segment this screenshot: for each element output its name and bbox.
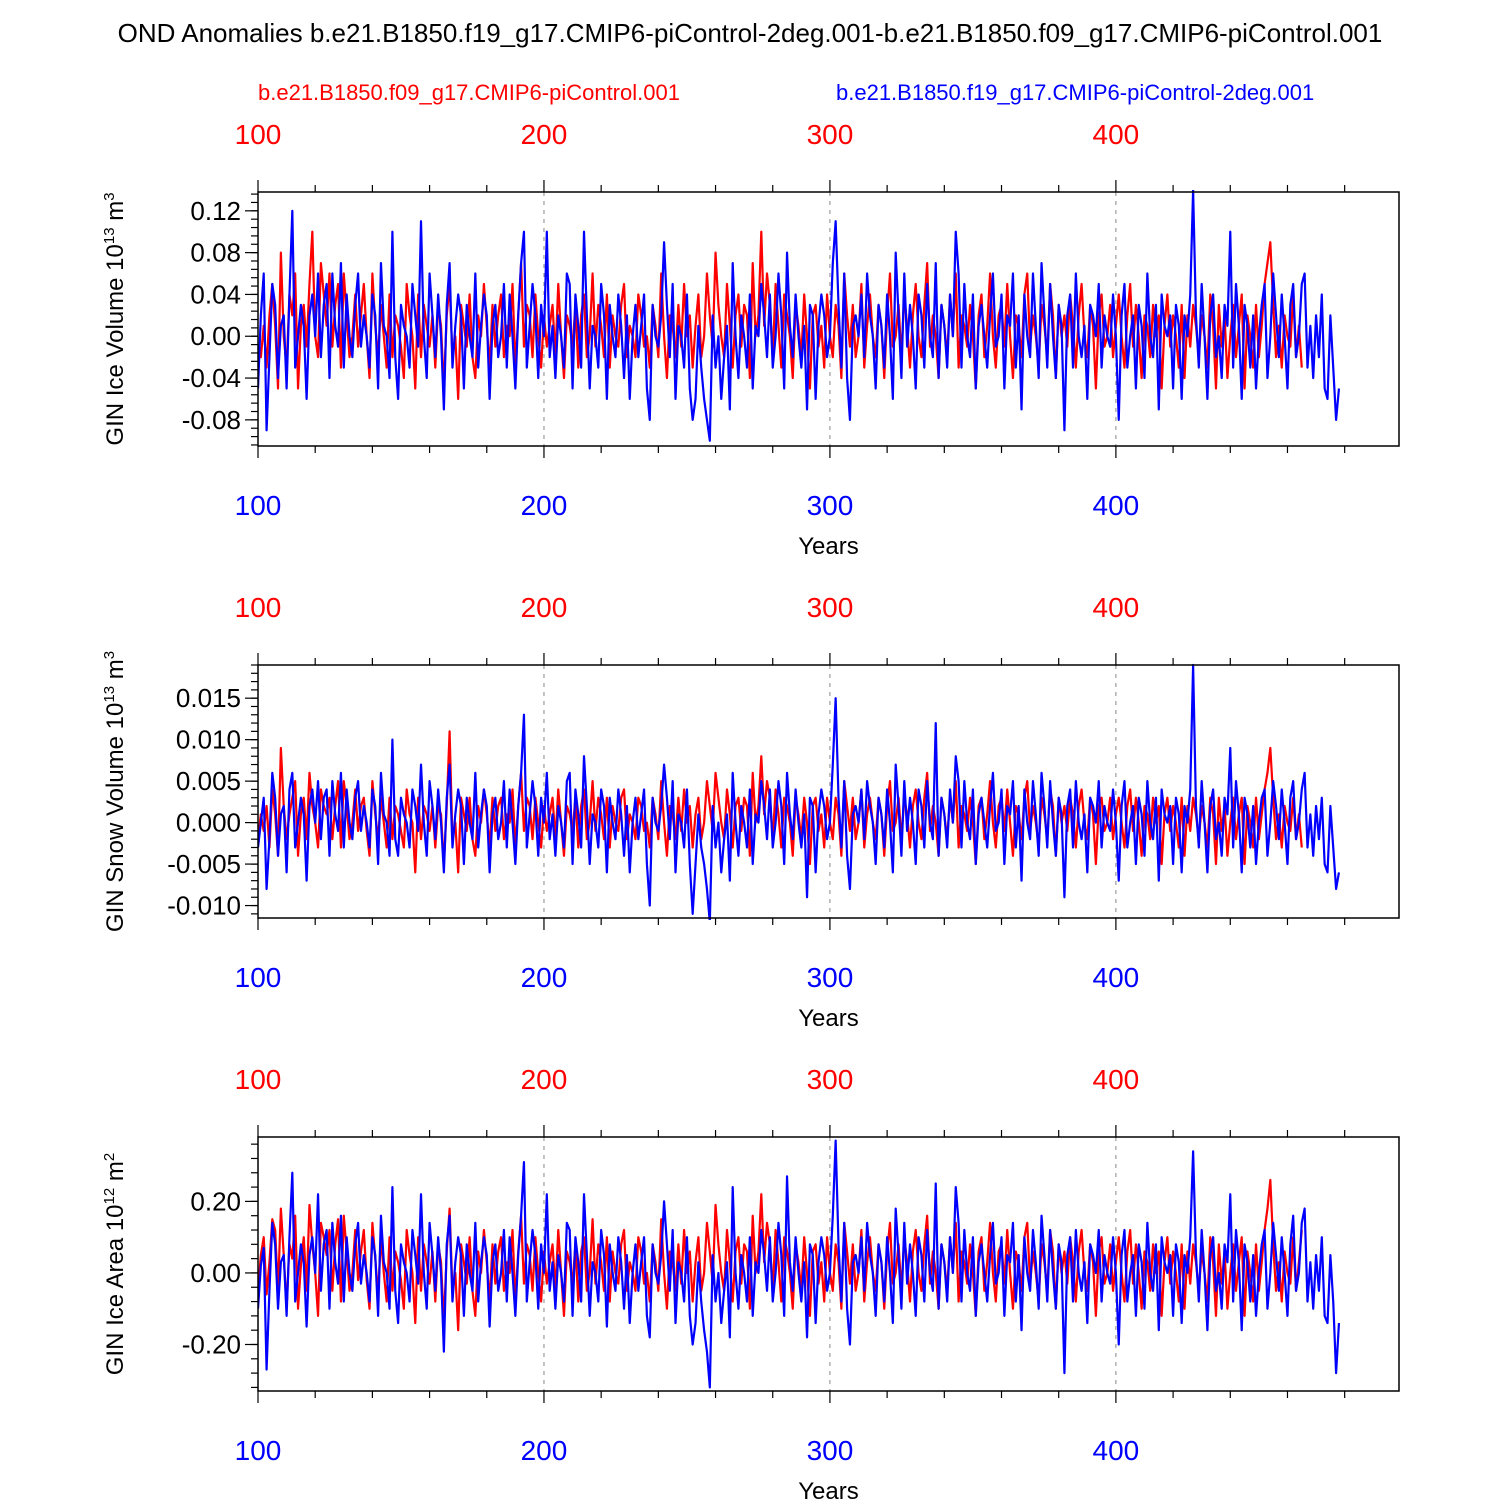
y-tick-label: -0.010 — [167, 891, 241, 921]
y-tick-label: 0.00 — [190, 321, 241, 351]
y-tick-label: -0.04 — [182, 363, 241, 393]
y-tick-label: 0.20 — [190, 1186, 241, 1216]
y-tick-label: 0.010 — [176, 725, 241, 755]
plot-frame — [257, 1136, 1400, 1392]
x-tick-label-bottom: 100 — [235, 490, 282, 521]
x-tick-label-bottom: 200 — [521, 490, 568, 521]
x-tick-label-top: 300 — [807, 592, 854, 623]
series-line-blue — [258, 1139, 1341, 1389]
y-axis-label: GIN Ice Volume 1013 m3 — [101, 192, 129, 445]
x-tick-label-bottom: 200 — [521, 1435, 568, 1466]
panel-ice-area: -0.20 0.00 0.20 100 100 200 200 300 300 400 400 Yea… — [101, 1064, 1400, 1500]
x-axis-label: Years — [798, 533, 859, 560]
x-tick-label-bottom: 400 — [1093, 490, 1140, 521]
x-tick-label-bottom: 300 — [807, 1435, 854, 1466]
x-tick-label-top: 100 — [235, 1064, 282, 1095]
x-tick-label-top: 400 — [1093, 1064, 1140, 1095]
page-title: OND Anomalies b.e21.B1850.f19_g17.CMIP6-… — [117, 18, 1383, 48]
series-line-blue — [258, 663, 1341, 920]
x-tick-label-top: 400 — [1093, 592, 1140, 623]
series-line-blue — [258, 190, 1341, 442]
panel-ice-volume: -0.08 -0.04 0.00 0.04 0.08 0.12 100 100 200 200 30… — [101, 119, 1400, 560]
y-tick-label: 0.08 — [190, 238, 241, 268]
x-tick-label-bottom: 300 — [807, 962, 854, 993]
x-axis-label: Years — [798, 1005, 859, 1032]
y-tick-label: 0.12 — [190, 196, 241, 226]
y-tick-label: -0.20 — [182, 1329, 241, 1359]
x-tick-label-top: 200 — [521, 1064, 568, 1095]
x-axis-label: Years — [798, 1478, 859, 1500]
y-tick-label: -0.005 — [167, 849, 241, 879]
y-tick-label: 0.04 — [190, 279, 241, 309]
y-tick-label: 0.015 — [176, 683, 241, 713]
x-tick-label-top: 200 — [521, 592, 568, 623]
x-tick-label-top: 400 — [1093, 119, 1140, 150]
x-tick-label-bottom: 100 — [235, 1435, 282, 1466]
panel-snow-volume: -0.010 -0.005 0.000 0.005 0.010 0.015 100 100 20… — [101, 592, 1400, 1032]
x-tick-label-bottom: 400 — [1093, 1435, 1140, 1466]
x-tick-label-bottom: 200 — [521, 962, 568, 993]
x-tick-label-bottom: 400 — [1093, 962, 1140, 993]
y-tick-label: 0.000 — [176, 808, 241, 838]
y-tick-label: 0.005 — [176, 766, 241, 796]
x-tick-label-top: 100 — [235, 119, 282, 150]
x-tick-label-bottom: 300 — [807, 490, 854, 521]
series-group — [258, 663, 1341, 920]
x-tick-label-top: 300 — [807, 119, 854, 150]
y-axis-label: GIN Snow Volume 1013 m3 — [101, 651, 129, 932]
x-tick-label-top: 200 — [521, 119, 568, 150]
y-tick-label: 0.00 — [190, 1258, 241, 1288]
x-tick-label-bottom: 100 — [235, 962, 282, 993]
y-axis-label: GIN Ice Area 1012 m2 — [101, 1153, 129, 1375]
y-tick-label: -0.08 — [182, 405, 241, 435]
x-tick-label-top: 100 — [235, 592, 282, 623]
legend-blue-series: b.e21.B1850.f19_g17.CMIP6-piControl-2deg… — [836, 80, 1315, 105]
plot-frame — [257, 664, 1400, 919]
legend-red-series: b.e21.B1850.f09_g17.CMIP6-piControl.001 — [258, 80, 680, 105]
series-group — [258, 1139, 1341, 1389]
series-group — [258, 190, 1341, 442]
x-tick-label-top: 300 — [807, 1064, 854, 1095]
